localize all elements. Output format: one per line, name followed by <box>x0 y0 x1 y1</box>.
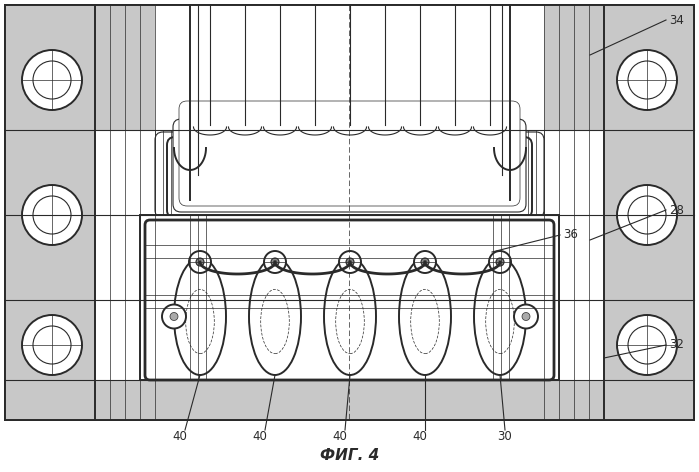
Circle shape <box>522 312 530 320</box>
Ellipse shape <box>336 289 364 354</box>
FancyBboxPatch shape <box>167 137 532 218</box>
Ellipse shape <box>261 289 289 354</box>
Circle shape <box>514 304 538 329</box>
Circle shape <box>170 312 178 320</box>
Ellipse shape <box>180 133 200 163</box>
Ellipse shape <box>411 289 439 354</box>
Text: 34: 34 <box>669 14 684 26</box>
Bar <box>604 5 694 420</box>
Ellipse shape <box>474 258 526 375</box>
FancyBboxPatch shape <box>179 101 520 206</box>
Circle shape <box>33 61 71 99</box>
Circle shape <box>339 251 361 273</box>
FancyBboxPatch shape <box>145 220 554 380</box>
Circle shape <box>489 251 511 273</box>
Circle shape <box>346 258 354 266</box>
FancyBboxPatch shape <box>155 132 193 218</box>
Bar <box>5 5 95 420</box>
Ellipse shape <box>492 125 528 171</box>
Ellipse shape <box>486 289 514 354</box>
Circle shape <box>22 185 82 245</box>
Circle shape <box>22 50 82 110</box>
Bar <box>95 5 604 130</box>
Circle shape <box>162 304 186 329</box>
Bar <box>95 380 604 420</box>
Circle shape <box>33 196 71 234</box>
Circle shape <box>617 185 677 245</box>
Circle shape <box>414 251 436 273</box>
Circle shape <box>628 326 666 364</box>
Ellipse shape <box>186 289 215 354</box>
Bar <box>140 215 559 380</box>
Text: 40: 40 <box>252 430 268 443</box>
Circle shape <box>496 258 504 266</box>
Circle shape <box>22 315 82 375</box>
Ellipse shape <box>399 258 451 375</box>
Text: 40: 40 <box>173 430 187 443</box>
Text: 40: 40 <box>333 430 347 443</box>
Text: 40: 40 <box>412 430 427 443</box>
Circle shape <box>628 61 666 99</box>
Circle shape <box>189 251 211 273</box>
Circle shape <box>421 258 429 266</box>
Bar <box>190 5 510 130</box>
Circle shape <box>264 251 286 273</box>
Circle shape <box>617 315 677 375</box>
Circle shape <box>33 326 71 364</box>
Text: 30: 30 <box>498 430 512 443</box>
Circle shape <box>617 50 677 110</box>
Ellipse shape <box>500 133 520 163</box>
Text: ФИГ. 4: ФИГ. 4 <box>320 447 379 463</box>
Ellipse shape <box>172 125 208 171</box>
Text: 28: 28 <box>669 203 684 217</box>
Circle shape <box>196 258 204 266</box>
Text: 32: 32 <box>669 338 684 352</box>
Ellipse shape <box>174 258 226 375</box>
FancyBboxPatch shape <box>173 119 526 212</box>
Bar <box>5 5 694 420</box>
FancyBboxPatch shape <box>506 132 544 218</box>
Bar <box>155 5 544 130</box>
Circle shape <box>628 196 666 234</box>
Circle shape <box>271 258 279 266</box>
Text: 36: 36 <box>563 228 578 242</box>
Ellipse shape <box>324 258 376 375</box>
Ellipse shape <box>249 258 301 375</box>
